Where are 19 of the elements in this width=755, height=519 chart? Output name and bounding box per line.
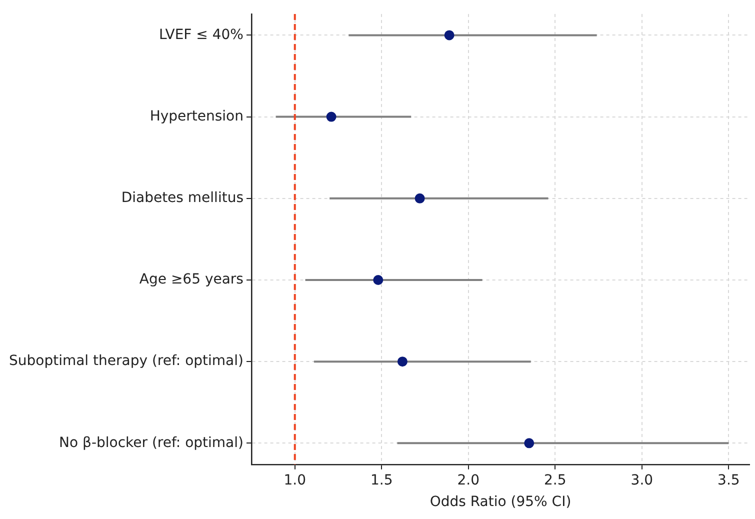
y-tick-label: Age ≥65 years (139, 272, 244, 288)
x-tick-label: 1.0 (284, 472, 306, 488)
y-tick-label: Suboptimal therapy (ref: optimal) (8, 353, 244, 370)
point (326, 112, 336, 122)
point (524, 438, 534, 448)
point (373, 274, 384, 285)
x-tick-label: 2.5 (544, 472, 566, 488)
x-axis-title: Odds Ratio (95% CI) (430, 494, 572, 510)
x-tick-label: 1.5 (370, 472, 393, 488)
x-tick-label: 2.0 (457, 472, 480, 488)
point (397, 356, 408, 367)
y-tick-label: No β-blocker (ref: optimal) (59, 434, 244, 451)
x-tick-label: 3.5 (718, 472, 740, 488)
x-tick-label: 3.0 (630, 472, 654, 488)
y-tick-label: LVEF ≤ 40% (158, 26, 244, 43)
point (444, 30, 454, 40)
y-tick-label: Diabetes mellitus (121, 190, 244, 206)
y-tick-label: Hypertension (150, 108, 244, 124)
point (414, 193, 425, 204)
